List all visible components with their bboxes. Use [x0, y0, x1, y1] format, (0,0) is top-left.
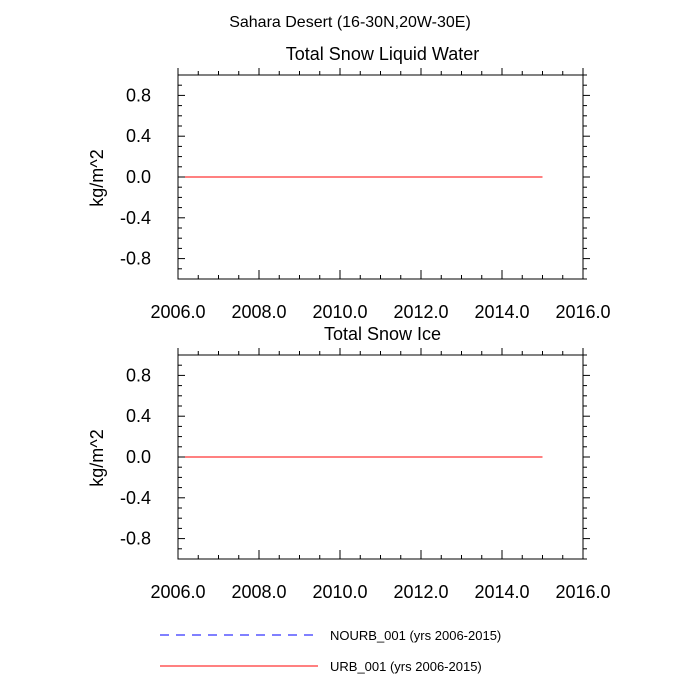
- y-tick-label: 0.0: [126, 447, 151, 467]
- x-tick-label: 2010.0: [312, 582, 367, 602]
- y-axis-label: kg/m^2: [87, 149, 107, 206]
- y-axis-label: kg/m^2: [87, 429, 107, 486]
- legend-label: NOURB_001 (yrs 2006-2015): [330, 628, 501, 643]
- legend: NOURB_001 (yrs 2006-2015) URB_001 (yrs 20…: [160, 628, 501, 674]
- panels: 2006.0 2008.0 2010.0 2012.0 2014.0 2016.0 0.8 0…: [87, 44, 611, 602]
- x-tick-label: 2008.0: [231, 302, 286, 322]
- y-tick-label: -0.4: [120, 488, 151, 508]
- panel-1: 2006.0 2008.0 2010.0 2012.0 2014.0 2016.0 0.8 0…: [87, 44, 611, 322]
- y-tick-label: -0.4: [120, 208, 151, 228]
- x-tick-label: 2014.0: [474, 582, 529, 602]
- figure-suptitle: Sahara Desert (16-30N,20W-30E): [229, 14, 471, 31]
- y-tick-label: 0.4: [126, 126, 151, 146]
- panel-title: Total Snow Ice: [324, 324, 441, 344]
- x-tick-label: 2016.0: [555, 302, 610, 322]
- y-tick-label: -0.8: [120, 529, 151, 549]
- x-tick-label: 2008.0: [231, 582, 286, 602]
- y-tick-label: 0.8: [126, 365, 151, 385]
- panel-title: Total Snow Liquid Water: [286, 44, 479, 64]
- x-tick-label: 2014.0: [474, 302, 529, 322]
- x-tick-label: 2012.0: [393, 582, 448, 602]
- x-tick-label: 2006.0: [150, 582, 205, 602]
- x-tick-label: 2010.0: [312, 302, 367, 322]
- legend-label: URB_001 (yrs 2006-2015): [330, 659, 482, 674]
- y-tick-label: 0.4: [126, 406, 151, 426]
- y-tick-label: 0.0: [126, 167, 151, 187]
- x-tick-label: 2016.0: [555, 582, 610, 602]
- panel-2: 2006.0 2008.0 2010.0 2012.0 2014.0 2016.0 0.8 0…: [87, 324, 611, 602]
- y-tick-label: 0.8: [126, 85, 151, 105]
- y-tick-label: -0.8: [120, 249, 151, 269]
- x-tick-label: 2006.0: [150, 302, 205, 322]
- x-tick-label: 2012.0: [393, 302, 448, 322]
